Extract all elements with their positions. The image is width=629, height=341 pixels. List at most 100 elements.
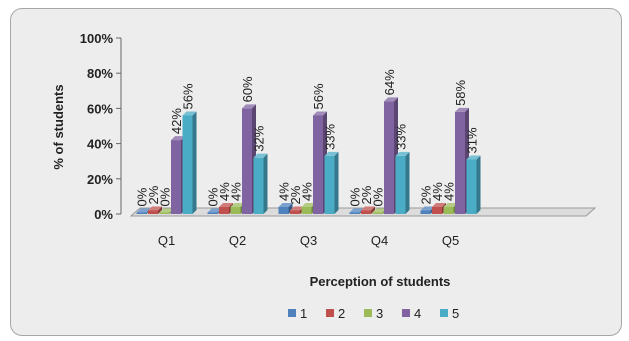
bar-top [242, 104, 256, 109]
bar-top [395, 151, 410, 156]
legend-swatch [402, 309, 410, 317]
y-tick-label: 20% [87, 172, 113, 187]
bar-front [136, 212, 147, 214]
bar-top [466, 155, 481, 160]
data-label: 0% [371, 187, 386, 206]
bar-top [372, 208, 387, 213]
x-tick-label: Q3 [300, 233, 317, 248]
legend-label: 4 [414, 306, 421, 321]
bar [466, 155, 481, 214]
bar-front [361, 210, 371, 214]
data-label: 2% [359, 185, 374, 204]
bar-front [171, 140, 181, 214]
data-label: 4% [229, 182, 244, 201]
bar-side [288, 202, 293, 214]
bar-side [158, 206, 162, 214]
bar-side [334, 151, 339, 214]
data-label: 2% [419, 185, 434, 204]
legend-label: 3 [376, 306, 383, 321]
bar-side [405, 151, 410, 214]
bar-side [476, 155, 481, 214]
x-tick-label: Q2 [229, 233, 246, 248]
bar-side [263, 153, 268, 214]
bar-top [361, 206, 375, 211]
data-label: 4% [442, 182, 457, 201]
bar [148, 206, 162, 214]
x-axis-title: Perception of students [310, 274, 451, 289]
bar-top [301, 202, 316, 207]
x-tick-label: Q4 [371, 233, 388, 248]
data-label: 4% [300, 182, 315, 201]
data-label: 42% [169, 108, 184, 134]
legend-label: 5 [452, 306, 459, 321]
bar-front [466, 159, 477, 214]
bar-front [455, 111, 465, 214]
y-tick-label: 40% [87, 137, 113, 152]
bar-front [290, 210, 300, 214]
y-axis-title: % of students [51, 84, 66, 169]
data-label: 0% [206, 187, 221, 206]
y-tick-label: 60% [87, 101, 113, 116]
bar-top [290, 206, 304, 211]
bar-front [384, 101, 394, 214]
x-tick-label: Q5 [442, 233, 459, 248]
data-label: 33% [323, 123, 338, 149]
bar-front [219, 206, 229, 214]
bar [324, 151, 339, 214]
legend-item: 4 [402, 306, 421, 321]
bar-top [349, 208, 364, 213]
bars [136, 97, 481, 214]
legend-swatch [440, 309, 448, 317]
bar-front [207, 212, 218, 214]
bar-top [443, 202, 458, 207]
legend-swatch [326, 309, 334, 317]
data-label: 32% [252, 125, 267, 151]
data-label: 64% [382, 69, 397, 95]
bar [361, 206, 375, 214]
bar-top [455, 107, 469, 112]
data-label: 0% [348, 187, 363, 206]
bar-top [230, 202, 245, 207]
data-label: 4% [430, 182, 445, 201]
bar-front [242, 108, 252, 214]
data-label: 0% [158, 187, 173, 206]
legend-item: 1 [288, 306, 307, 321]
bar-top [171, 136, 185, 141]
bar-top [207, 208, 222, 213]
bar-front [230, 206, 241, 214]
bar-front [301, 206, 312, 214]
bar-top [253, 153, 268, 158]
bar-front [420, 210, 431, 214]
y-tick-label: 100% [80, 31, 114, 46]
y-axis-ticks: 0% 20% 40% 60% 80% 100% [80, 31, 122, 222]
bar-top [148, 206, 162, 211]
bar-top [432, 202, 446, 207]
bar-top [182, 111, 197, 116]
bar-front [182, 115, 193, 214]
data-label: 2% [288, 185, 303, 204]
bar-front [253, 157, 264, 214]
legend-swatch [364, 309, 372, 317]
legend-item: 5 [440, 306, 459, 321]
bar [395, 151, 410, 214]
bar-top [420, 206, 435, 211]
data-label: 0% [135, 187, 150, 206]
data-label: 4% [277, 182, 292, 201]
bar-front [313, 115, 323, 214]
bar-front [148, 210, 158, 214]
bar-top [219, 202, 233, 207]
legend-label: 1 [300, 306, 307, 321]
legend-item: 3 [364, 306, 383, 321]
data-label: 33% [394, 123, 409, 149]
legend: 1 2 3 4 5 [288, 306, 459, 321]
bar-front [349, 212, 360, 214]
bar-front [443, 206, 454, 214]
data-label: 56% [311, 83, 326, 109]
data-label: 4% [217, 182, 232, 201]
bar-front [278, 206, 289, 214]
bar-front [395, 155, 406, 214]
bar [278, 202, 293, 214]
bar-side [371, 206, 375, 214]
bar-top [313, 111, 327, 116]
